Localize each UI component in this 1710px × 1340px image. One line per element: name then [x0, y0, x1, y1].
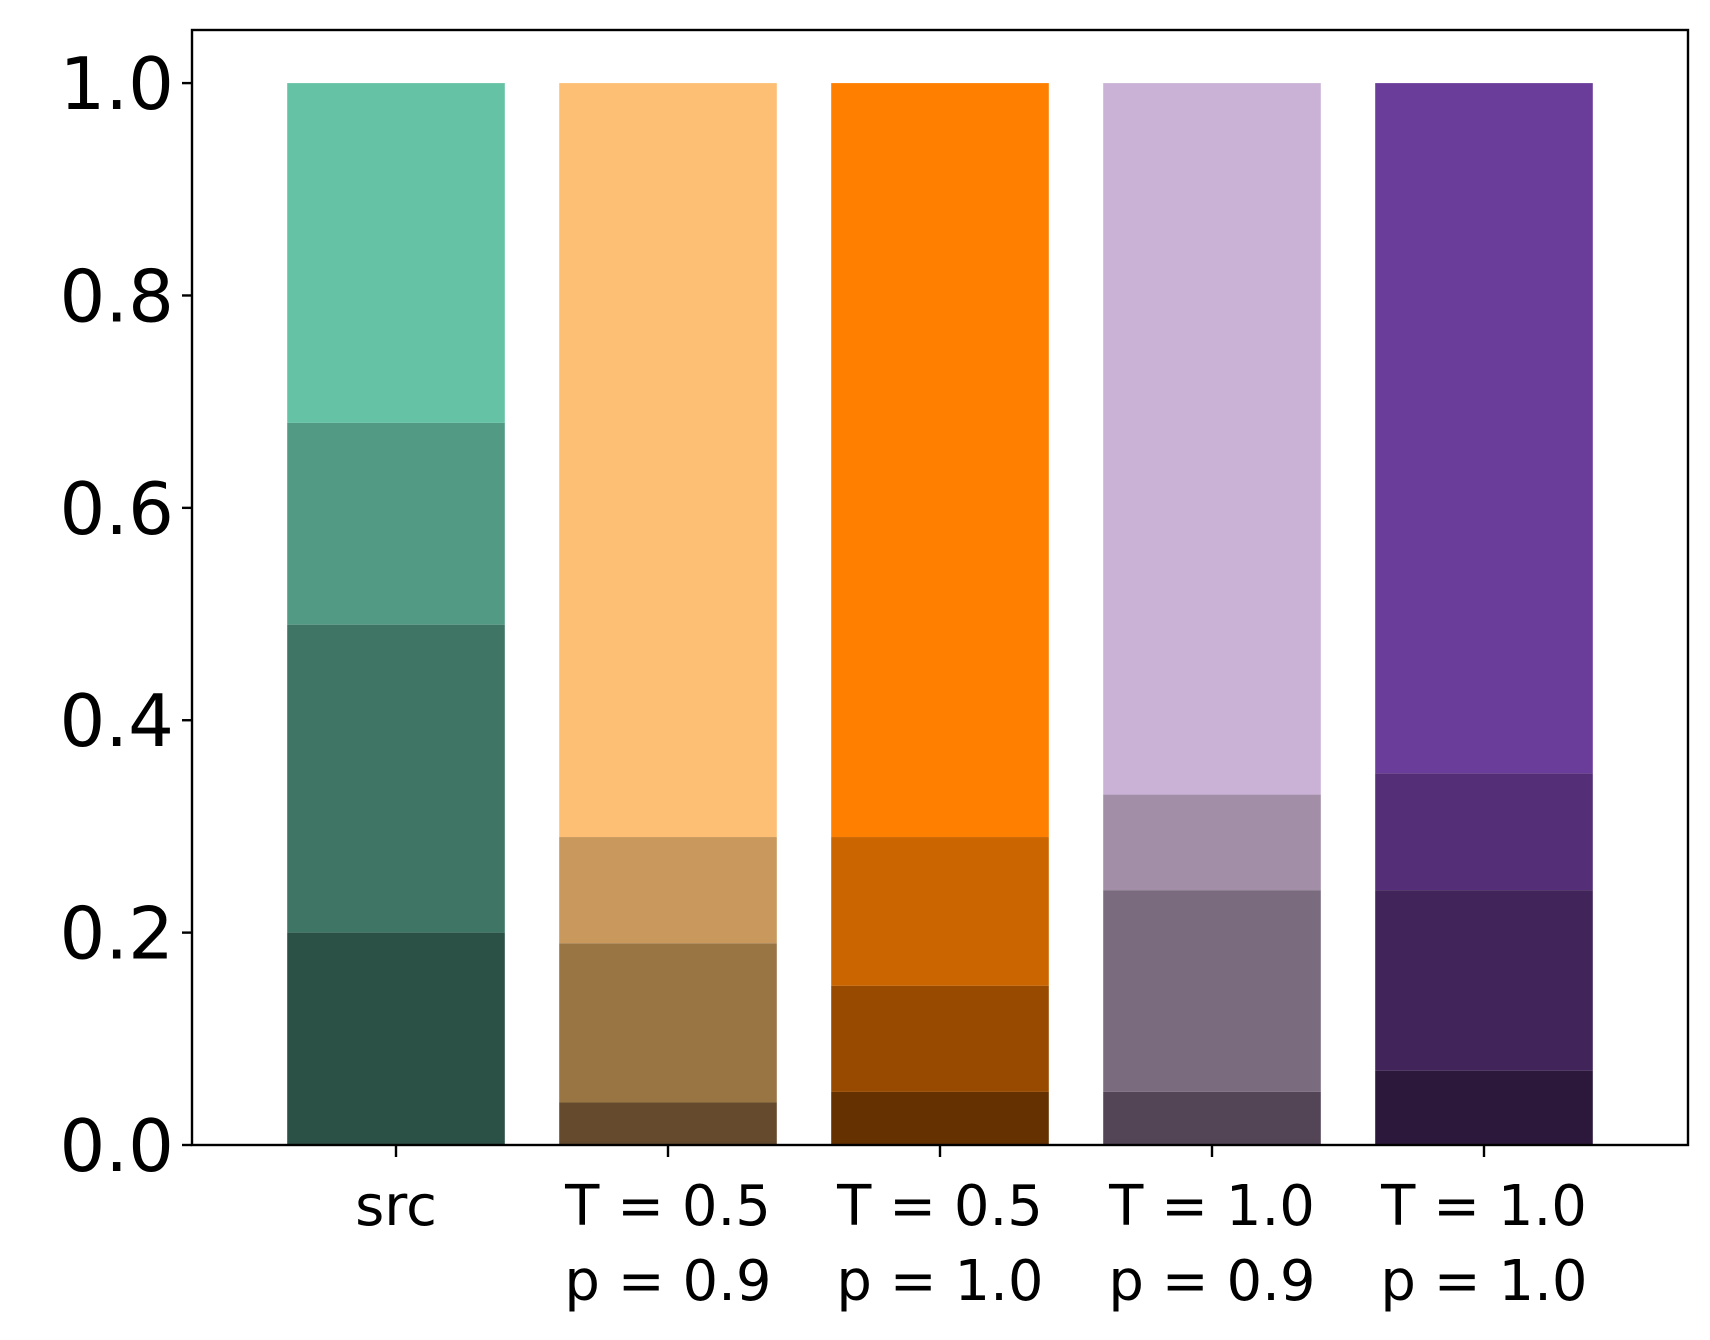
x-tick-label-4-line2: p = 1.0: [1380, 1249, 1587, 1314]
x-tick-label-2: T = 0.5: [836, 1174, 1043, 1239]
x-tick-label-0: src: [355, 1174, 437, 1239]
bar-0-segment-2: [287, 422, 505, 625]
bar-2-segment-3: [831, 83, 1049, 838]
bar-4: [1375, 83, 1593, 1145]
bar-4-segment-2: [1375, 773, 1593, 891]
x-tick-label-3: T = 1.0: [1108, 1174, 1315, 1239]
y-tick-label-5: 1.0: [59, 42, 174, 126]
x-tick-label-3-line2: p = 0.9: [1108, 1249, 1315, 1314]
bar-0-segment-1: [287, 624, 505, 933]
x-tick-label-1-line2: p = 0.9: [564, 1249, 771, 1314]
bar-0-segment-0: [287, 932, 505, 1145]
bar-2-segment-2: [831, 837, 1049, 986]
bar-3-segment-2: [1103, 794, 1321, 891]
bar-2-segment-0: [831, 1091, 1049, 1145]
bar-3-segment-3: [1103, 83, 1321, 795]
bar-4-segment-3: [1375, 83, 1593, 774]
y-tick-label-1: 0.2: [59, 892, 174, 976]
bar-2-segment-1: [831, 985, 1049, 1092]
bar-2: [831, 83, 1049, 1145]
bar-0: [287, 83, 505, 1145]
bar-3: [1103, 83, 1321, 1145]
x-tick-label-4: T = 1.0: [1380, 1174, 1587, 1239]
bar-3-segment-1: [1103, 890, 1321, 1092]
x-axis: src T = 0.5 p = 0.9 T = 0.5 p = 1.0 T = 1.0 p …: [355, 1145, 1588, 1314]
y-axis: 0.0 0.2 0.4 0.6 0.8 1.0: [59, 42, 192, 1188]
y-tick-label-3: 0.6: [59, 467, 174, 551]
bar-1: [559, 83, 777, 1145]
y-tick-label-2: 0.4: [59, 679, 174, 763]
y-tick-label-4: 0.8: [59, 254, 174, 338]
bar-4-segment-0: [1375, 1070, 1593, 1145]
bar-4-segment-1: [1375, 890, 1593, 1071]
x-tick-label-1: T = 0.5: [564, 1174, 771, 1239]
bar-0-segment-3: [287, 83, 505, 423]
bar-3-segment-0: [1103, 1091, 1321, 1145]
bar-1-segment-0: [559, 1102, 777, 1145]
bar-1-segment-2: [559, 837, 777, 944]
y-tick-label-0: 0.0: [59, 1104, 174, 1188]
bars-group: [287, 83, 1593, 1145]
bar-1-segment-3: [559, 83, 777, 838]
x-tick-label-2-line2: p = 1.0: [836, 1249, 1043, 1314]
bar-1-segment-1: [559, 943, 777, 1103]
